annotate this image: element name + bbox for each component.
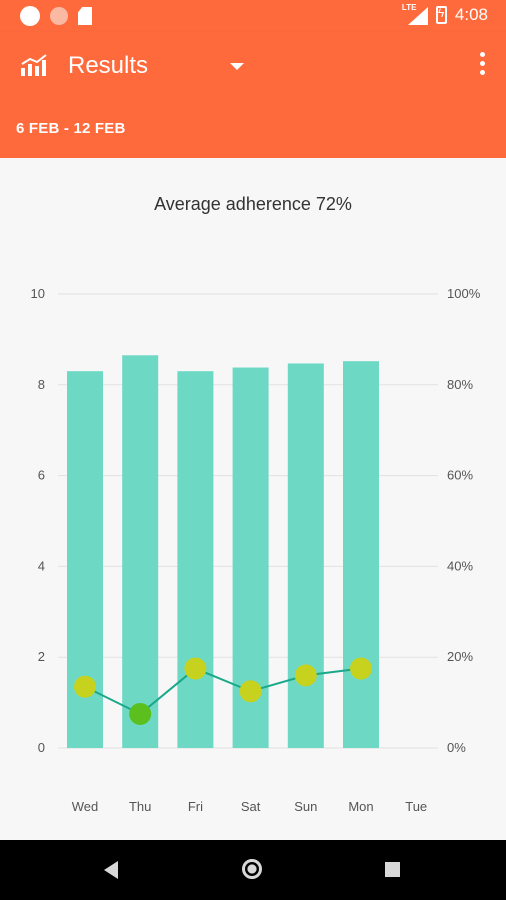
x-tick-label: Mon (348, 799, 373, 814)
y-left-tick-label: 0 (38, 740, 45, 755)
data-point (184, 657, 207, 680)
back-icon[interactable] (104, 861, 118, 879)
data-point (129, 702, 152, 725)
notification-icons (20, 6, 92, 26)
bar (177, 371, 214, 748)
y-left-tick-label: 6 (38, 468, 45, 483)
battery-charging-icon (435, 6, 447, 24)
chevron-down-icon[interactable] (230, 63, 244, 70)
y-right-tick-label: 20% (447, 649, 473, 664)
y-right-tick-label: 100% (447, 286, 481, 301)
y-right-tick-label: 0% (447, 740, 466, 755)
x-tick-label: Fri (188, 799, 203, 814)
results-content: Average adherence 72% 0 0% 2 20% 4 40% 6 60% 8 80… (0, 158, 506, 840)
bar (122, 355, 159, 748)
home-icon[interactable] (242, 859, 262, 879)
bar (343, 361, 379, 748)
data-point (239, 680, 262, 703)
data-point (74, 675, 96, 698)
notification-record-icon (50, 7, 68, 25)
app-bar: Results 6 FEB - 12 FEB (0, 32, 506, 158)
x-tick-label: Wed (72, 799, 99, 814)
recent-apps-icon[interactable] (385, 862, 400, 877)
x-tick-label: Sat (241, 799, 261, 814)
data-point (350, 657, 372, 680)
system-icons: LTE 4:08 (402, 3, 488, 25)
date-range-label: 6 FEB - 12 FEB (16, 120, 126, 137)
y-right-tick-label: 80% (447, 377, 473, 392)
bar (287, 363, 324, 748)
x-tick-label: Tue (405, 799, 427, 814)
y-right-tick-label: 40% (447, 558, 473, 573)
y-right-tick-label: 60% (447, 468, 473, 483)
y-left-tick-label: 8 (38, 377, 45, 392)
data-point (294, 664, 317, 687)
status-bar: LTE 4:08 (0, 0, 506, 32)
x-tick-label: Thu (129, 799, 151, 814)
navigation-bar (0, 840, 506, 900)
sd-card-icon (78, 7, 92, 25)
y-left-tick-label: 10 (31, 286, 45, 301)
signal-icon: LTE (402, 3, 428, 25)
chart-title: Average adherence 72% (154, 194, 352, 214)
status-time: 4:08 (454, 5, 488, 24)
notification-circle-icon (20, 6, 40, 26)
y-left-tick-label: 2 (38, 649, 45, 664)
adherence-chart: 0 0% 2 20% 4 40% 6 60% 8 80% 10 100% Wed Thu Fri Sat Sun… (31, 286, 481, 814)
chart-trend-icon (21, 54, 47, 76)
y-left-tick-label: 4 (38, 558, 45, 573)
x-tick-label: Sun (294, 799, 317, 814)
page-title[interactable]: Results (68, 52, 149, 79)
more-options-icon[interactable] (480, 52, 486, 78)
